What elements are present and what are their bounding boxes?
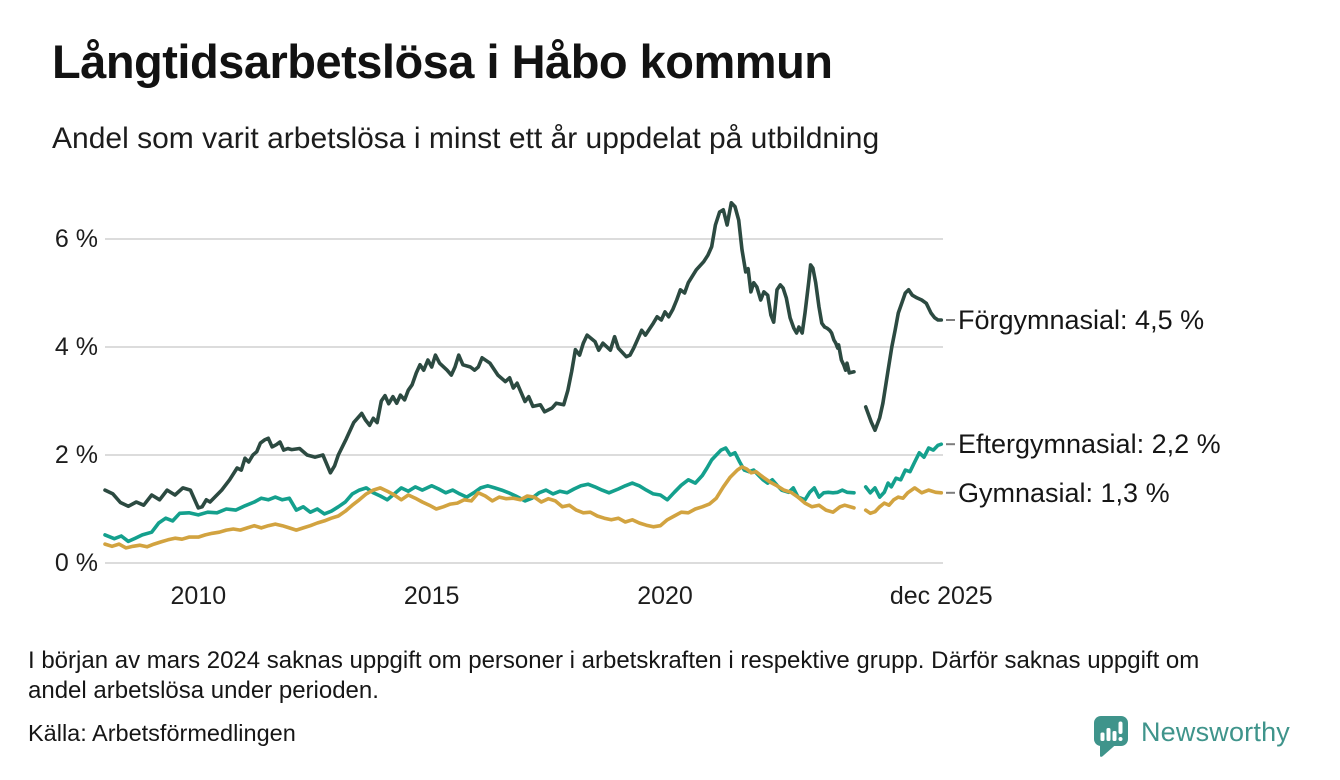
x-tick-label: 2010 — [170, 582, 227, 610]
newsworthy-wordmark: Newsworthy — [1140, 717, 1290, 747]
x-tick-label: 2020 — [637, 582, 693, 610]
x-tick-label: dec 2025 — [889, 582, 993, 610]
series-end-label-förgymnasial: Förgymnasial: 4,5 % — [958, 305, 1205, 335]
source-text: Källa: Arbetsförmedlingen — [28, 720, 296, 746]
footnote-text: I början av mars 2024 saknas uppgift om … — [28, 647, 1200, 705]
x-tick-label: 2015 — [403, 582, 460, 610]
y-tick-label: 4 % — [54, 333, 98, 361]
series-end-label-gymnasial: Gymnasial: 1,3 % — [958, 477, 1170, 508]
series-end-label-eftergymnasial: Eftergymnasial: 2,2 % — [958, 429, 1221, 460]
series-line-gymnasial — [863, 486, 944, 516]
chart-subtitle: Andel som varit arbetslösa i minst ett å… — [52, 122, 880, 155]
newsworthy-logo: Newsworthy — [1092, 714, 1290, 758]
series-line-gymnasial — [103, 465, 856, 550]
y-tick-label: 6 % — [54, 225, 98, 253]
newsworthy-bubble-chart-icon — [1093, 716, 1128, 757]
page-title: Långtidsarbetslösa i Håbo kommun — [52, 35, 833, 88]
series-line-eftergymnasial — [863, 442, 944, 499]
y-tick-label: 0 % — [54, 549, 98, 577]
y-tick-label: 2 % — [54, 441, 98, 469]
series-line-förgymnasial — [103, 201, 856, 510]
series-line-förgymnasial — [863, 288, 944, 432]
series-line-eftergymnasial — [103, 446, 856, 544]
